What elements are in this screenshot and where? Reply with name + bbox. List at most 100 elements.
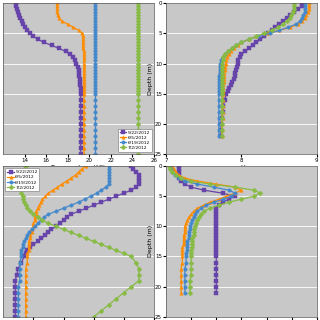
7/2/2012 xyxy=(270,28,274,32)
5/22/2012 xyxy=(137,179,141,183)
7/2/2012 xyxy=(247,37,251,41)
6/19/2012 xyxy=(218,71,221,75)
6/5/2012 xyxy=(227,52,230,56)
6/5/2012 xyxy=(56,13,60,17)
5/22/2012 xyxy=(214,236,218,240)
7/2/2012 xyxy=(136,71,140,75)
7/2/2012 xyxy=(92,315,96,319)
5/22/2012 xyxy=(247,46,251,50)
7/2/2012 xyxy=(188,279,192,283)
5/22/2012 xyxy=(46,230,50,234)
6/19/2012 xyxy=(16,303,20,307)
6/19/2012 xyxy=(186,249,189,252)
6/5/2012 xyxy=(182,236,186,240)
7/2/2012 xyxy=(220,128,224,132)
7/2/2012 xyxy=(21,173,25,177)
5/22/2012 xyxy=(296,7,300,11)
6/19/2012 xyxy=(170,170,174,174)
6/5/2012 xyxy=(202,203,206,207)
Legend: 5/22/2012, 6/5/2012, 6/19/2012, 7/2/2012: 5/22/2012, 6/5/2012, 6/19/2012, 7/2/2012 xyxy=(118,129,152,152)
5/22/2012 xyxy=(13,279,17,283)
6/5/2012 xyxy=(220,134,224,138)
7/2/2012 xyxy=(137,279,141,283)
6/5/2012 xyxy=(27,249,31,252)
5/22/2012 xyxy=(236,59,240,62)
7/2/2012 xyxy=(136,122,140,126)
7/2/2012 xyxy=(21,197,25,201)
5/22/2012 xyxy=(42,40,46,44)
7/2/2012 xyxy=(170,170,174,174)
6/5/2012 xyxy=(182,243,186,246)
6/5/2012 xyxy=(82,86,86,90)
6/19/2012 xyxy=(184,260,188,264)
7/2/2012 xyxy=(220,71,224,75)
7/2/2012 xyxy=(220,74,224,77)
6/19/2012 xyxy=(93,44,97,47)
5/22/2012 xyxy=(137,176,141,180)
5/22/2012 xyxy=(189,185,193,189)
5/22/2012 xyxy=(77,68,81,71)
6/5/2012 xyxy=(55,4,59,8)
6/19/2012 xyxy=(21,245,25,249)
6/5/2012 xyxy=(174,170,178,174)
7/2/2012 xyxy=(21,176,25,180)
5/22/2012 xyxy=(221,104,225,108)
7/2/2012 xyxy=(291,10,295,14)
7/2/2012 xyxy=(208,182,212,186)
5/22/2012 xyxy=(14,4,18,8)
5/22/2012 xyxy=(300,1,304,5)
6/19/2012 xyxy=(93,89,97,92)
6/19/2012 xyxy=(93,35,97,38)
6/5/2012 xyxy=(179,291,183,295)
6/5/2012 xyxy=(255,35,259,38)
5/22/2012 xyxy=(24,252,28,255)
7/2/2012 xyxy=(107,245,111,249)
6/5/2012 xyxy=(24,291,28,295)
5/22/2012 xyxy=(214,215,218,219)
Line: 5/22/2012: 5/22/2012 xyxy=(13,164,140,318)
Line: 7/2/2012: 7/2/2012 xyxy=(220,2,296,138)
6/19/2012 xyxy=(46,212,50,216)
7/2/2012 xyxy=(220,98,224,102)
7/2/2012 xyxy=(189,249,193,252)
Y-axis label: Depth (m): Depth (m) xyxy=(148,62,153,95)
5/22/2012 xyxy=(214,230,218,234)
7/2/2012 xyxy=(136,50,140,53)
6/5/2012 xyxy=(24,303,28,307)
7/2/2012 xyxy=(199,212,203,216)
6/5/2012 xyxy=(82,83,86,86)
6/5/2012 xyxy=(304,13,308,17)
6/19/2012 xyxy=(204,203,208,207)
6/5/2012 xyxy=(28,236,32,240)
6/19/2012 xyxy=(20,252,23,255)
7/2/2012 xyxy=(136,65,140,68)
7/2/2012 xyxy=(197,215,201,219)
5/22/2012 xyxy=(137,173,141,177)
6/19/2012 xyxy=(186,239,189,243)
7/2/2012 xyxy=(220,83,224,86)
7/2/2012 xyxy=(220,65,224,68)
7/2/2012 xyxy=(114,249,118,252)
5/22/2012 xyxy=(228,86,231,90)
7/2/2012 xyxy=(223,52,227,56)
7/2/2012 xyxy=(54,224,58,228)
6/19/2012 xyxy=(24,236,28,240)
Line: 7/2/2012: 7/2/2012 xyxy=(167,164,262,294)
6/19/2012 xyxy=(93,28,97,32)
5/22/2012 xyxy=(92,203,96,207)
6/5/2012 xyxy=(183,224,187,228)
7/2/2012 xyxy=(136,74,140,77)
7/2/2012 xyxy=(20,188,23,192)
5/22/2012 xyxy=(78,77,82,81)
7/2/2012 xyxy=(136,40,140,44)
6/19/2012 xyxy=(93,110,97,114)
6/19/2012 xyxy=(93,65,97,68)
7/2/2012 xyxy=(220,89,224,92)
6/5/2012 xyxy=(82,65,86,68)
6/19/2012 xyxy=(193,212,197,216)
7/2/2012 xyxy=(292,7,296,11)
6/19/2012 xyxy=(186,243,189,246)
5/22/2012 xyxy=(20,260,23,264)
6/19/2012 xyxy=(234,44,238,47)
6/5/2012 xyxy=(177,173,180,177)
